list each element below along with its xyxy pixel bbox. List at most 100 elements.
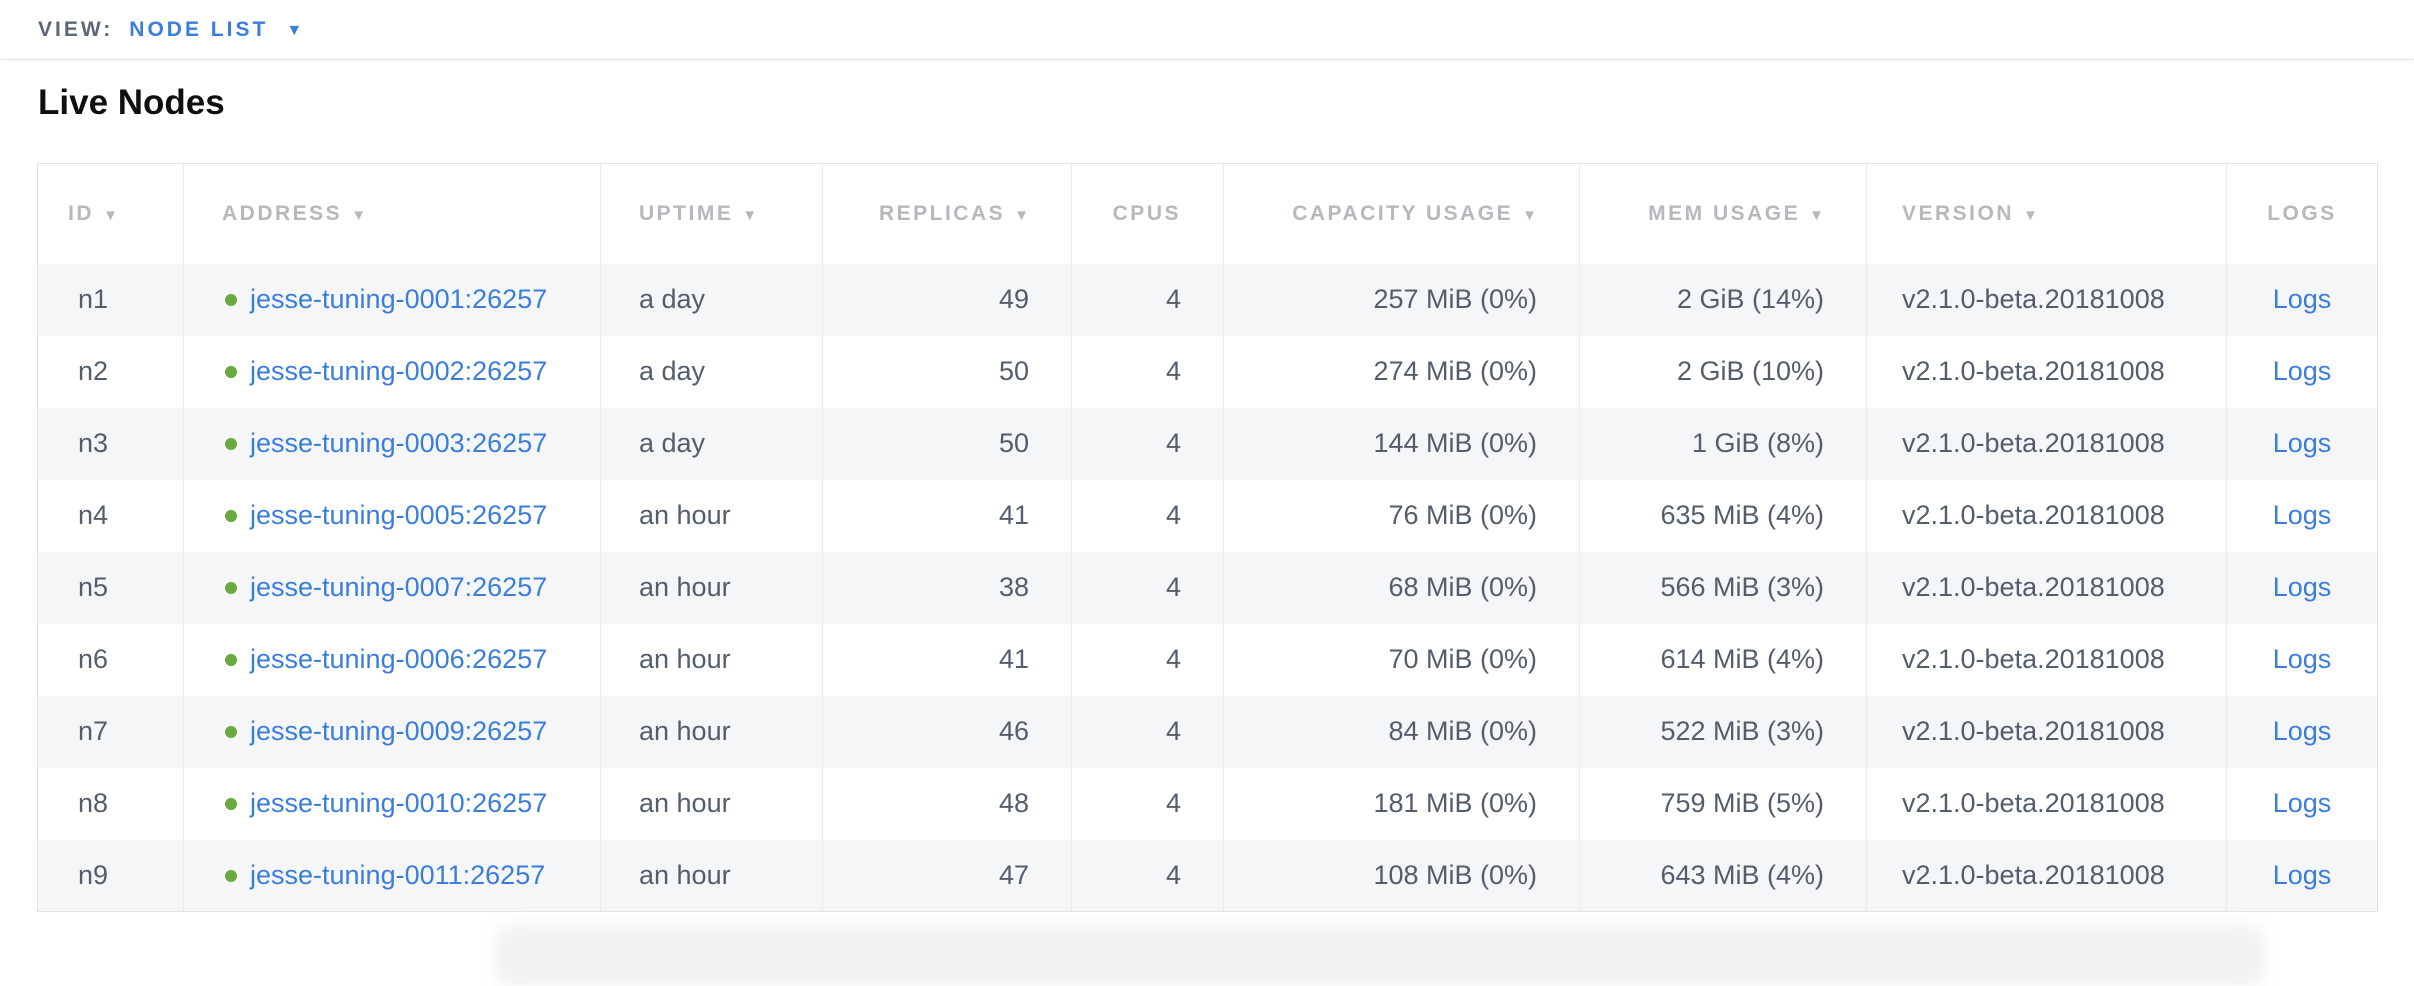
node-replicas: 41: [822, 479, 1072, 552]
view-dropdown-selected: NODE LIST: [129, 17, 269, 41]
column-header-cpus: CPUS: [1071, 163, 1224, 264]
node-address-link[interactable]: jesse-tuning-0003:26257: [250, 428, 548, 459]
logs-link[interactable]: Logs: [2272, 860, 2332, 890]
node-capacity-usage: 144 MiB (0%): [1223, 407, 1580, 480]
node-id: n2: [77, 356, 109, 387]
logs-link[interactable]: Logs: [2272, 788, 2332, 819]
node-status-icon: [225, 869, 237, 882]
node-mem-usage: 614 MiB (4%): [1579, 623, 1867, 696]
node-capacity-usage: 76 MiB (0%): [1223, 479, 1580, 552]
node-address-link[interactable]: jesse-tuning-0001:26257: [250, 284, 548, 315]
view-dropdown[interactable]: NODE LIST ▼: [129, 18, 302, 42]
node-uptime: an hour: [600, 695, 823, 768]
logs-link[interactable]: Logs: [2272, 716, 2332, 747]
node-address-link[interactable]: jesse-tuning-0006:26257: [250, 644, 548, 675]
node-id: n3: [37, 407, 184, 480]
node-version: v2.1.0-beta.20181008: [1866, 767, 2227, 840]
column-header-replicas[interactable]: REPLICAS ▼: [822, 163, 1072, 264]
logs-link[interactable]: Logs: [2272, 500, 2332, 531]
column-header-address[interactable]: ADDRESS ▼: [183, 163, 601, 264]
column-header-version[interactable]: VERSION ▼: [1866, 163, 2227, 264]
node-uptime: an hour: [600, 479, 823, 552]
node-cpus: 4: [1071, 551, 1224, 624]
node-mem-usage: 566 MiB (3%): [1579, 551, 1867, 624]
node-status-icon: [225, 653, 237, 666]
view-selector-bar: VIEW: NODE LIST ▼: [0, 0, 2414, 60]
table-row: n5 jesse-tuning-0007:26257 an hour 38 4 …: [37, 551, 2378, 624]
page-title: Live Nodes: [38, 83, 225, 122]
sort-desc-icon: ▼: [742, 207, 758, 224]
node-capacity-usage: 274 MiB (0%): [1223, 335, 1580, 408]
node-status-icon: [225, 437, 237, 450]
node-id: n5: [37, 551, 184, 624]
logs-link[interactable]: Logs: [2272, 356, 2332, 387]
column-header-id[interactable]: ID ▼: [37, 163, 184, 264]
node-uptime: a day: [600, 407, 823, 480]
node-status-icon: [225, 365, 237, 378]
node-address-link[interactable]: jesse-tuning-0005:26257: [250, 500, 548, 531]
next-section-peek: [495, 926, 2265, 986]
table-row: n1 jesse-tuning-0001:26257 a day 49 4 25…: [37, 263, 2378, 336]
node-address-link[interactable]: jesse-tuning-0011:26257: [250, 860, 546, 890]
node-replicas: 38: [822, 551, 1072, 624]
logs-link[interactable]: Logs: [2272, 284, 2332, 315]
node-replicas: 46: [822, 695, 1072, 768]
node-capacity-usage: 70 MiB (0%): [1223, 623, 1580, 696]
node-version: v2.1.0-beta.20181008: [1866, 839, 2227, 912]
chevron-down-icon: ▼: [286, 21, 303, 39]
column-header-uptime[interactable]: UPTIME ▼: [600, 163, 823, 264]
node-address-link[interactable]: jesse-tuning-0007:26257: [250, 572, 548, 603]
table-header-row: ID ▼ ADDRESS ▼ UPTIME ▼ REPLICAS ▼ CPUS CAPA…: [37, 163, 2378, 264]
node-cpus: 4: [1071, 767, 1224, 840]
node-mem-usage: 643 MiB (4%): [1579, 839, 1867, 912]
node-id: n6: [77, 644, 109, 675]
node-id: n4: [77, 500, 109, 531]
node-mem-usage: 1 GiB (8%): [1579, 407, 1867, 480]
node-id: n9: [37, 839, 184, 912]
sort-desc-icon: ▼: [351, 207, 367, 224]
column-header-mem-usage[interactable]: MEM USAGE ▼: [1579, 163, 1867, 264]
node-cpus: 4: [1071, 263, 1224, 336]
node-replicas: 49: [822, 263, 1072, 336]
logs-link[interactable]: Logs: [2272, 572, 2332, 603]
node-capacity-usage: 108 MiB (0%): [1223, 839, 1580, 912]
logs-link[interactable]: Logs: [2272, 428, 2332, 459]
node-mem-usage: 2 GiB (10%): [1579, 335, 1867, 408]
table-row: n3 jesse-tuning-0003:26257 a day 50 4 14…: [37, 407, 2378, 480]
node-replicas: 48: [822, 767, 1072, 840]
node-cpus: 4: [1071, 479, 1224, 552]
node-version: v2.1.0-beta.20181008: [1866, 263, 2227, 336]
node-address-link[interactable]: jesse-tuning-0010:26257: [250, 788, 548, 819]
view-label: VIEW:: [38, 17, 114, 41]
node-replicas: 50: [822, 335, 1072, 408]
table-row: n2 jesse-tuning-0002:26257 a day 50 4 27…: [38, 335, 2378, 408]
node-capacity-usage: 257 MiB (0%): [1223, 263, 1580, 336]
node-mem-usage: 2 GiB (14%): [1579, 263, 1867, 336]
sort-desc-icon: ▼: [1809, 207, 1824, 224]
sort-desc-icon: ▼: [2023, 207, 2038, 224]
node-address-link[interactable]: jesse-tuning-0002:26257: [250, 356, 548, 387]
node-version: v2.1.0-beta.20181008: [1866, 407, 2227, 480]
node-cpus: 4: [1071, 407, 1224, 480]
column-header-capacity-usage[interactable]: CAPACITY USAGE ▼: [1223, 163, 1580, 264]
node-cpus: 4: [1071, 695, 1224, 768]
node-uptime: an hour: [600, 767, 823, 840]
node-replicas: 41: [822, 623, 1072, 696]
table-row: n9 jesse-tuning-0011:26257 an hour 47 4 …: [37, 839, 2378, 912]
node-mem-usage: 759 MiB (5%): [1579, 767, 1867, 840]
table-row: n6 jesse-tuning-0006:26257 an hour 41 4 …: [38, 623, 2378, 696]
node-version: v2.1.0-beta.20181008: [1866, 695, 2227, 768]
sort-desc-icon: ▼: [1014, 207, 1029, 224]
logs-link[interactable]: Logs: [2272, 644, 2332, 675]
node-replicas: 47: [822, 839, 1072, 912]
node-address-link[interactable]: jesse-tuning-0009:26257: [250, 716, 548, 747]
node-uptime: a day: [600, 263, 823, 336]
node-cpus: 4: [1071, 839, 1224, 912]
node-status-icon: [225, 581, 237, 594]
column-header-logs: LOGS: [2226, 163, 2378, 264]
node-status-icon: [225, 293, 237, 306]
node-cpus: 4: [1071, 623, 1224, 696]
sort-desc-icon: ▼: [103, 207, 118, 224]
node-mem-usage: 635 MiB (4%): [1579, 479, 1867, 552]
table-row: n7 jesse-tuning-0009:26257 an hour 46 4 …: [37, 695, 2378, 768]
